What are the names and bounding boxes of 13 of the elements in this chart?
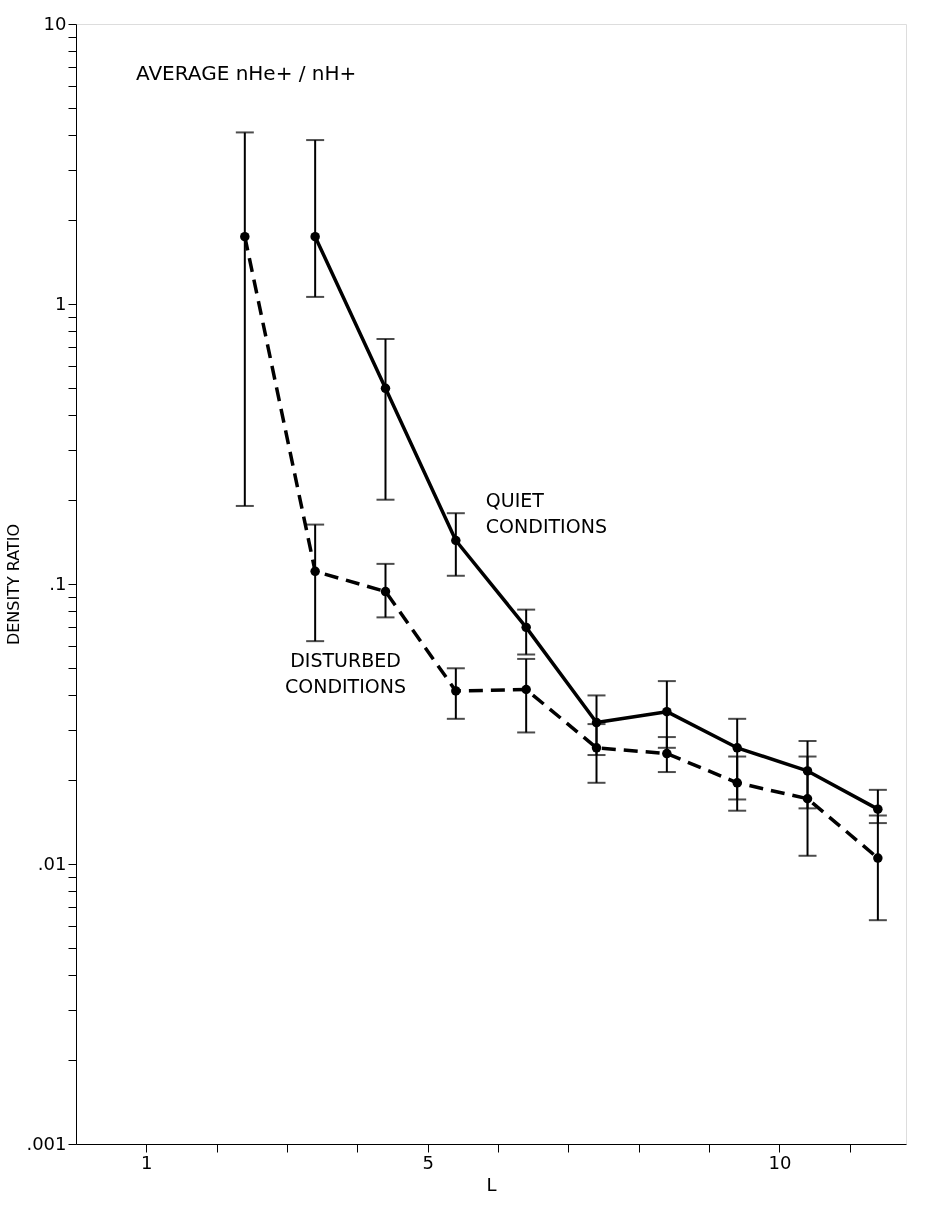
y-tick-label: .1 (49, 572, 67, 594)
x-tick-label: 5 (422, 1151, 434, 1173)
y-tick-label: .001 (26, 1132, 67, 1154)
x-tick-label: 1 (141, 1151, 153, 1173)
series-label: QUIET CONDITIONS (485, 488, 607, 537)
y-axis-title: DENSITY RATIO (4, 523, 24, 646)
series-label: DISTURBED CONDITIONS (284, 648, 407, 697)
y-tick-label: 10 (43, 12, 67, 34)
text: AVERAGE nHe+ / nH+ (136, 61, 357, 85)
y-tick-label: 1 (55, 292, 67, 314)
y-tick-label: .01 (37, 852, 67, 874)
x-tick-label: 10 (768, 1151, 792, 1173)
x-axis-title: L (486, 1173, 497, 1195)
